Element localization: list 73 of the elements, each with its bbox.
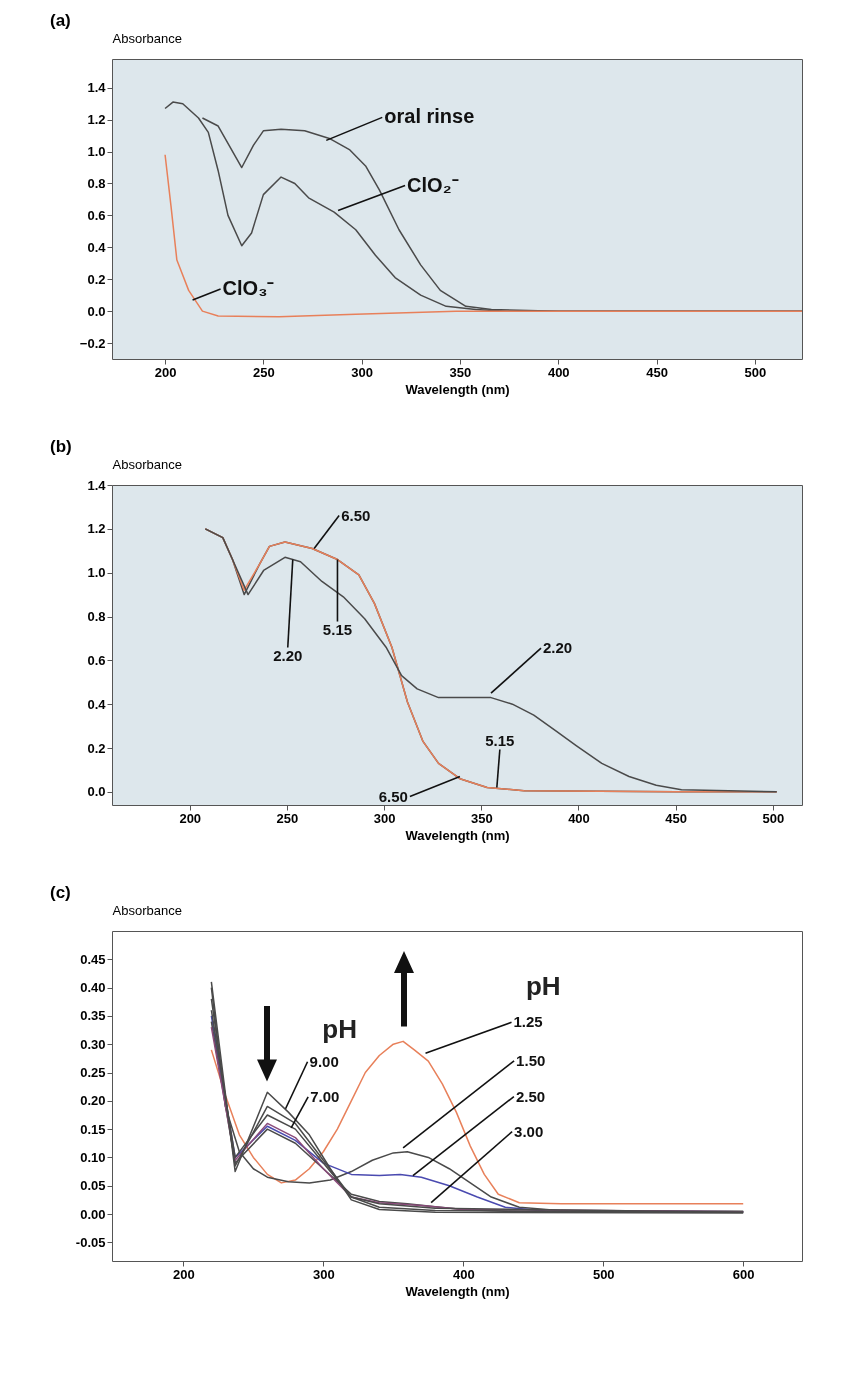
- x-axis-title: Wavelength (nm): [405, 381, 510, 397]
- y-tick-label: 0.8: [87, 175, 106, 191]
- y-axis-title: Absorbance: [112, 456, 182, 472]
- chart-title: (a): [50, 11, 71, 30]
- annotation: 6.50: [378, 787, 408, 805]
- annotation: oral rinse: [384, 105, 475, 128]
- x-tick-label: 500: [744, 364, 767, 380]
- annotation: 5.15: [485, 732, 515, 750]
- y-tick-label: −0.2: [79, 335, 106, 351]
- x-tick-label: 250: [253, 364, 275, 380]
- x-axis-title: Wavelength (nm): [405, 827, 510, 843]
- x-tick-label: 400: [568, 810, 590, 826]
- annotation: 2.20: [543, 639, 573, 657]
- annotation: 9.00: [309, 1052, 339, 1070]
- y-tick-label: 0.10: [80, 1149, 106, 1165]
- chart-title: (b): [50, 437, 72, 456]
- y-tick-label: 0.4: [87, 239, 107, 255]
- x-tick-label: 450: [646, 364, 668, 380]
- y-tick-label: 0.6: [87, 207, 106, 223]
- y-tick-label: 1.4: [87, 477, 107, 493]
- x-tick-label: 250: [276, 810, 299, 826]
- x-tick-label: 350: [470, 810, 493, 826]
- y-tick-label: 0.6: [87, 652, 106, 668]
- y-axis-title: Absorbance: [112, 30, 182, 46]
- x-tick-label: 300: [351, 364, 374, 380]
- y-tick-label: 0.8: [87, 609, 106, 625]
- x-tick-label: 600: [732, 1266, 755, 1282]
- y-tick-label: 1.0: [87, 565, 106, 581]
- annotation: 6.50: [341, 506, 371, 524]
- y-tick-label: 0.25: [80, 1065, 106, 1081]
- y-axis-title: Absorbance: [112, 902, 182, 918]
- annotation: 5.15: [322, 620, 353, 638]
- y-tick-label: 0.45: [80, 951, 106, 967]
- y-tick-label: 0.2: [87, 740, 106, 756]
- annotation: ClO₂⁻: [407, 173, 459, 196]
- y-tick-label: 0.20: [80, 1093, 106, 1109]
- annotation: 1.50: [516, 1051, 546, 1069]
- y-tick-label: 0.30: [80, 1036, 106, 1052]
- annotation: ClO₃⁻: [222, 276, 275, 299]
- y-tick-label: 0.0: [87, 784, 106, 800]
- y-tick-label: 1.0: [87, 144, 106, 160]
- x-tick-label: 500: [592, 1266, 615, 1282]
- annotation: pH: [525, 971, 561, 1002]
- y-tick-label: 1.2: [87, 112, 106, 128]
- x-axis-title: Wavelength (nm): [405, 1283, 510, 1299]
- y-tick-label: 1.4: [87, 80, 107, 96]
- y-tick-label: 0.35: [80, 1008, 106, 1024]
- y-tick-label: 0.4: [87, 696, 107, 712]
- x-tick-label: 200: [154, 364, 177, 380]
- y-tick-label: 1.2: [87, 521, 106, 537]
- x-tick-label: 300: [373, 810, 396, 826]
- y-tick-label: 0.00: [80, 1206, 106, 1222]
- annotation: pH: [322, 1014, 358, 1044]
- x-tick-label: 400: [547, 364, 570, 380]
- x-tick-label: 200: [179, 810, 202, 826]
- annotation: 3.00: [514, 1122, 544, 1140]
- x-tick-label: 300: [312, 1266, 335, 1282]
- y-tick-label: 0.15: [80, 1121, 106, 1137]
- annotation: 1.25: [513, 1013, 543, 1031]
- y-tick-label: 0.2: [87, 271, 106, 287]
- y-tick-label: 0.0: [87, 303, 106, 319]
- x-tick-label: 450: [665, 810, 688, 826]
- x-tick-label: 500: [762, 810, 785, 826]
- annotation: 2.20: [273, 646, 303, 664]
- x-tick-label: 350: [449, 364, 472, 380]
- y-tick-label: 0.40: [80, 980, 106, 996]
- y-tick-label: -0.05: [75, 1234, 106, 1250]
- chart-title: (c): [50, 883, 71, 902]
- y-tick-label: 0.05: [80, 1178, 106, 1194]
- annotation: 7.00: [310, 1087, 340, 1105]
- x-tick-label: 200: [173, 1266, 195, 1282]
- annotation: 2.50: [515, 1087, 546, 1105]
- x-tick-label: 400: [452, 1266, 475, 1282]
